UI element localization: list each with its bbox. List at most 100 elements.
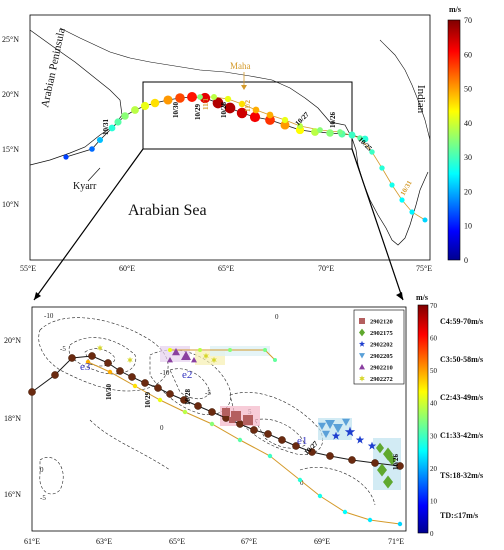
float-marker [229,417,235,423]
float-marker [377,463,387,477]
float-marker [331,431,341,440]
kyarr-track-point [163,95,173,105]
maha-zoom-point [267,453,273,459]
kyarr-zoom-point [292,442,300,450]
lon-tick: 71°E [388,537,404,546]
maha-track-point [422,217,428,223]
legend-marker [359,318,365,324]
colorbar-tick: 70 [430,302,438,310]
svg-text:-5: -5 [40,494,46,502]
float-marker [388,454,396,466]
maha-zoom-point [263,348,267,352]
kyarr-track-point [108,124,116,132]
colorbar-tick: 0 [430,530,434,538]
maha-arrow-head [241,85,247,90]
bottom-lat-ticks: 20°N 18°N 16°N [4,336,21,499]
colorbar-tick: 0 [464,256,468,265]
bottom-lon-ticks: 61°E 63°E 65°E 67°E 69°E 71°E [24,537,404,546]
maha-zoom-point [297,477,303,483]
top-lat-ticks: 25°N 20°N 15°N 10°N [2,35,19,209]
maha-zoom-point [182,409,188,415]
svg-text:-5: -5 [205,389,211,397]
bottom-colorbar: m/s 70 60 50 40 30 20 10 0 C4:59-70m/s C3:50-58m… [416,293,483,538]
kyarr-zoom-point [194,402,202,410]
bottom-date: 10/28 [184,389,192,405]
lon-tick: 75°E [416,264,432,273]
maha-track-point [317,127,323,133]
float-marker [383,475,393,489]
bottom-colorbar-unit: m/s [416,293,428,302]
bottom-map: -10 0 -5 -10 -5 0 -5 0 0 5 e3 e2 e1 10/3… [4,306,407,546]
top-date: 11/2 [244,99,252,112]
colorbar-tick: 60 [464,50,472,59]
svg-text:0: 0 [160,424,164,432]
top-date: 10/29 [194,104,202,120]
zoom-arrowhead-left [34,292,41,300]
colorbar-tick: 50 [430,367,438,375]
legend-marker [359,364,365,370]
kyarr-zoom-point [88,352,96,360]
lon-tick: 55°E [20,264,36,273]
kyarr-zoom-point [128,373,136,381]
kyarr-track-point [361,135,369,143]
float-legend: 2902120 2902175 2902202 2902205 2902210 29022… [353,309,405,385]
top-colorbar: m/s 70 60 50 40 30 20 10 0 [447,5,472,265]
kyarr-track-point [280,120,290,130]
svg-text:-10: -10 [160,369,170,377]
legend-marker [359,328,365,337]
kyarr-zoom-point [28,388,36,396]
lon-tick: 61°E [24,537,40,546]
highlight-patch [210,346,270,356]
top-map: Arabian Peninsula Indian Arabian Sea Kya… [2,14,432,273]
kyarr-track-point [326,129,334,137]
intensity-category: TD:≤17m/s [440,511,478,520]
top-date: 10/28 [220,102,228,118]
coastline-iran [149,61,306,99]
maha-zoom-point [397,521,403,527]
kyarr-zoom-point [51,371,59,379]
colorbar-tick: 70 [464,16,472,25]
float-marker [203,352,209,360]
top-colorbar-gradient [447,19,461,261]
eddy-label: e3 [80,361,91,373]
bottom-date: 10/30 [105,384,113,400]
kyarr-track-point [114,118,122,126]
float-marker [342,418,350,426]
float-marker [167,357,173,363]
zoom-connector-left [33,148,144,301]
kyarr-zoom-point [308,448,316,456]
kyarr-track-point [131,106,139,114]
kyarr-zoom-point [396,462,404,470]
bottom-tracks [28,348,404,527]
intensity-category: C3:50-58m/s [440,355,483,364]
kyarr-zoom-point [326,452,334,460]
float-marker [127,356,133,364]
colorbar-tick: 30 [430,432,438,440]
intensity-category: TS:18-32m/s [440,471,483,480]
zoom-connector-right [351,148,404,301]
maha-track-point [379,165,385,171]
colorbar-tick: 60 [430,335,438,343]
label-arabian-sea: Arabian Sea [128,202,207,219]
kyarr-track-point [121,112,129,120]
float-marker [355,435,365,444]
top-lon-ticks: 55°E 60°E 65°E 70°E 75°E [20,264,432,273]
maha-zoom-point [85,359,91,365]
kyarr-track-point [96,136,104,144]
maha-zoom-point [342,509,348,515]
maha-zoom-point [273,358,277,362]
maha-track-point [337,129,343,135]
kyarr-track-point [265,115,275,125]
svg-text:-10: -10 [44,312,54,320]
float-marker [191,357,197,363]
top-colorbar-unit: m/s [449,5,461,14]
float-marker [172,348,180,356]
kyarr-track-point [150,98,160,108]
colorbar-tick: 40 [464,119,472,128]
float-marker [181,351,191,360]
kyarr-zoom-point [208,408,216,416]
maha-track-point [252,106,260,114]
lat-tick: 16°N [4,490,21,499]
maha-zoom-point [228,348,232,352]
